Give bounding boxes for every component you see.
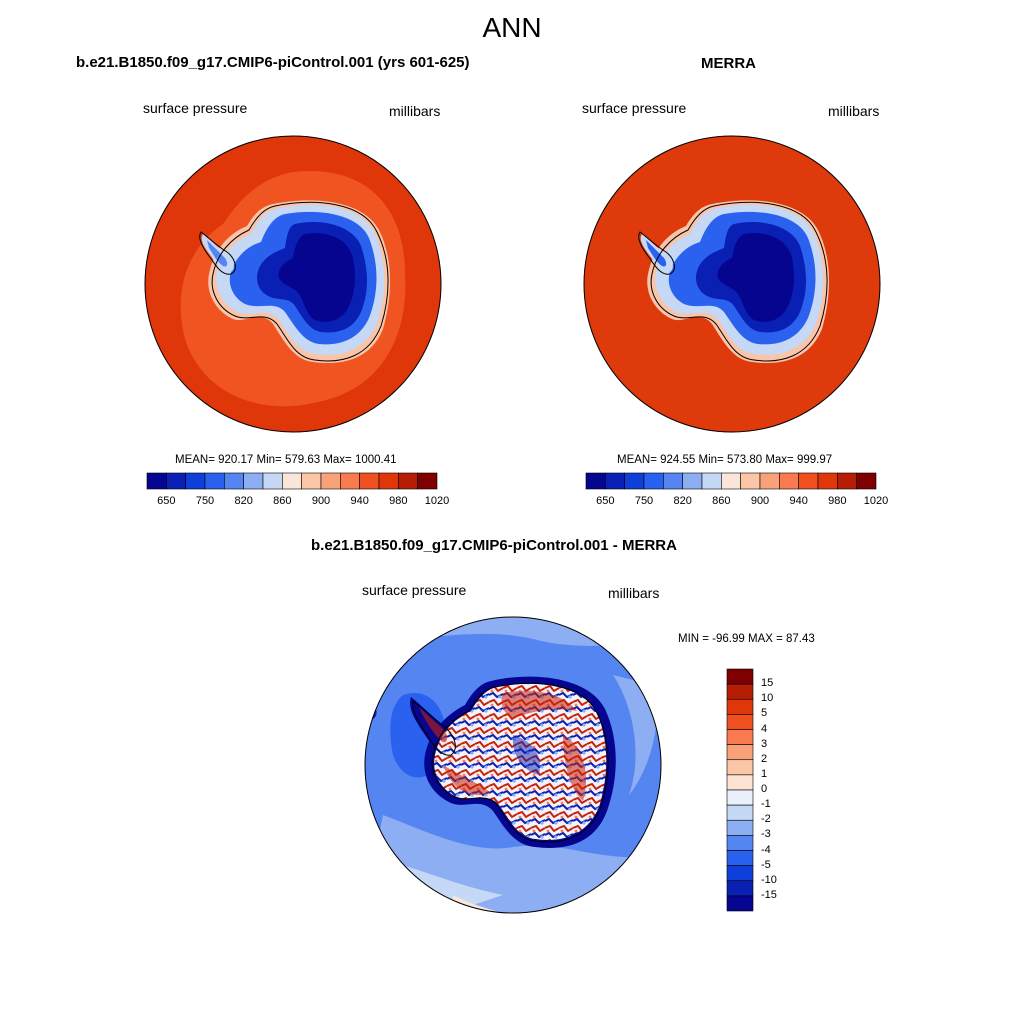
colorbar-swatch: [282, 472, 302, 490]
colorbar-swatch: [726, 698, 754, 715]
colorbar-tick-label: 750: [634, 495, 654, 507]
colorbar-tick-label: 750: [195, 495, 215, 507]
panel-2-map: [583, 135, 881, 433]
main-title: ANN: [482, 12, 542, 43]
colorbar-swatch: [243, 472, 264, 490]
colorbar-swatch: [398, 472, 418, 490]
colorbar-tick-label: 820: [234, 495, 253, 507]
colorbar-swatch: [682, 472, 703, 490]
panel-2-colorbar: [585, 472, 877, 490]
colorbar-tick-label: 860: [712, 495, 731, 507]
colorbar-swatch: [726, 835, 754, 851]
panel-2-variable: surface pressure: [582, 100, 687, 116]
colorbar-tick-label: 820: [673, 495, 692, 507]
panel-3-variable: surface pressure: [362, 582, 467, 598]
colorbar-swatch: [726, 804, 754, 821]
colorbar-tick-label: 900: [750, 495, 770, 507]
colorbar-tick-label: 650: [596, 495, 615, 507]
colorbar-swatch: [726, 895, 754, 912]
colorbar-swatch: [837, 472, 857, 490]
colorbar-swatch: [663, 472, 683, 490]
panel-3-colorbar: [726, 668, 754, 912]
colorbar-tick-label: -15: [761, 888, 777, 901]
panel-3-stats: MIN = -96.99 MAX = 87.43: [678, 633, 815, 645]
colorbar-swatch: [726, 774, 754, 791]
colorbar-tick-label: 4: [761, 722, 768, 735]
panel-2-title: MERRA: [701, 55, 756, 72]
colorbar-swatch: [740, 472, 761, 490]
panel-2-stats: MEAN= 924.55 Min= 573.80 Max= 999.97: [617, 454, 833, 466]
colorbar-tick-label: 650: [157, 495, 176, 507]
colorbar-tick-label: 0: [761, 783, 768, 795]
colorbar-tick-label: 900: [311, 495, 331, 507]
colorbar-swatch: [721, 472, 741, 490]
panel-3-units: millibars: [608, 585, 660, 601]
colorbar-swatch: [320, 472, 341, 490]
colorbar-swatch: [759, 472, 780, 490]
colorbar-swatch: [726, 714, 754, 730]
colorbar-swatch: [204, 472, 225, 490]
colorbar-tick-label: 5: [761, 707, 768, 720]
colorbar-tick-label: 980: [828, 495, 847, 507]
colorbar-swatch: [798, 472, 819, 490]
panel-3-map: [364, 616, 662, 914]
colorbar-swatch: [605, 472, 625, 490]
colorbar-tick-label: -2: [761, 813, 771, 826]
panel-1-title: b.e21.B1850.f09_g17.CMIP6-piControl.001 …: [76, 54, 470, 71]
colorbar-tick-label: -1: [761, 798, 771, 811]
colorbar-tick-label: -3: [761, 828, 771, 841]
colorbar-swatch: [726, 880, 754, 897]
colorbar-swatch: [417, 472, 438, 490]
colorbar-swatch: [726, 819, 754, 836]
colorbar-swatch: [726, 683, 754, 700]
panel-2-units: millibars: [828, 103, 880, 119]
colorbar-swatch: [726, 668, 754, 685]
colorbar-swatch: [146, 472, 167, 490]
colorbar-tick-label: -5: [761, 858, 771, 871]
colorbar-swatch: [701, 472, 722, 490]
colorbar-tick-label: -4: [761, 843, 771, 856]
colorbar-swatch: [224, 472, 244, 490]
colorbar-tick-label: 860: [273, 495, 292, 507]
panel-1-colorbar: [146, 472, 438, 490]
colorbar-swatch: [779, 472, 799, 490]
colorbar-tick-label: 1020: [863, 495, 889, 507]
panel-1-stats: MEAN= 920.17 Min= 579.63 Max= 1000.41: [175, 454, 397, 466]
colorbar-tick-label: 1020: [424, 495, 450, 507]
colorbar-tick-label: 940: [350, 495, 369, 507]
panel-1-units: millibars: [389, 103, 441, 119]
colorbar-swatch: [817, 472, 838, 490]
colorbar-swatch: [301, 472, 322, 490]
colorbar-tick-label: 10: [761, 692, 774, 705]
colorbar-swatch: [624, 472, 645, 490]
panel-3-title: b.e21.B1850.f09_g17.CMIP6-piControl.001 …: [311, 537, 677, 554]
colorbar-swatch: [185, 472, 206, 490]
colorbar-swatch: [726, 850, 754, 866]
colorbar-tick-label: 1: [761, 767, 768, 780]
colorbar-swatch: [166, 472, 186, 490]
colorbar-tick-label: -10: [761, 873, 777, 886]
colorbar-swatch: [643, 472, 664, 490]
colorbar-tick-label: 15: [761, 677, 774, 690]
colorbar-swatch: [726, 759, 754, 776]
colorbar-swatch: [378, 472, 399, 490]
colorbar-swatch: [726, 744, 754, 761]
panel-1-variable: surface pressure: [143, 100, 248, 116]
panel-1-map: [144, 135, 442, 433]
colorbar-swatch: [726, 729, 754, 745]
colorbar-swatch: [726, 789, 754, 806]
colorbar-swatch: [726, 865, 754, 882]
colorbar-tick-label: 3: [761, 737, 768, 750]
colorbar-tick-label: 940: [789, 495, 808, 507]
colorbar-swatch: [856, 472, 877, 490]
colorbar-tick-label: 980: [389, 495, 408, 507]
colorbar-swatch: [359, 472, 380, 490]
colorbar-swatch: [585, 472, 606, 490]
colorbar-tick-label: 2: [761, 752, 768, 765]
colorbar-swatch: [340, 472, 360, 490]
colorbar-swatch: [262, 472, 283, 490]
